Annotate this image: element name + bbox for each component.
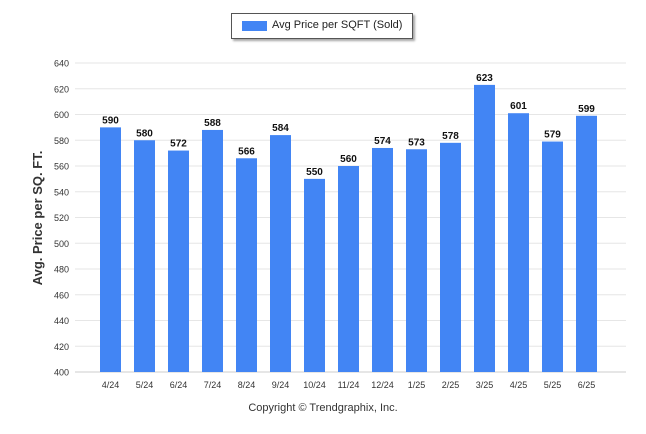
y-tick-label: 600 [54,110,69,120]
data-label: 590 [102,115,119,126]
y-tick-label: 640 [54,59,69,69]
x-tick-label: 1/25 [408,380,426,390]
data-label: 573 [408,137,425,148]
x-tick-label: 3/25 [476,380,494,390]
x-tick-label: 9/24 [272,380,290,390]
y-tick-label: 500 [54,239,69,249]
y-tick-label: 520 [54,213,69,223]
x-tick-label: 4/24 [102,380,120,390]
data-label: 588 [204,118,221,129]
data-label: 578 [442,131,459,142]
bar [270,135,291,372]
x-tick-label: 2/25 [442,380,460,390]
y-tick-label: 420 [54,342,69,352]
x-tick-label: 6/24 [170,380,188,390]
copyright-text: Copyright © Trendgraphix, Inc. [248,402,398,414]
data-label: 584 [272,123,289,134]
y-axis-label: Avg. Price per SQ. FT. [30,151,45,286]
y-tick-label: 540 [54,187,69,197]
bar [338,166,359,372]
bar [542,141,563,372]
legend-swatch [242,21,267,31]
data-label: 572 [170,139,187,150]
y-tick-label: 480 [54,265,69,275]
x-tick-label: 7/24 [204,380,222,390]
x-tick-label: 10/24 [303,380,326,390]
y-tick-label: 620 [54,84,69,94]
bars [100,84,597,373]
data-label: 623 [476,73,493,84]
data-label: 579 [544,130,561,141]
x-tick-label: 5/24 [136,380,154,390]
data-label: 574 [374,136,391,147]
y-tick-label: 560 [54,162,69,172]
y-tick-label: 460 [54,290,69,300]
bar [576,115,597,372]
bar [168,150,189,372]
data-label: 560 [340,154,357,165]
bar [236,158,257,372]
bar [372,147,393,372]
legend-label: Avg Price per SQFT (Sold) [272,19,403,31]
bar [508,113,529,373]
bar [440,142,461,372]
bar [304,178,325,372]
bar [474,84,495,372]
data-label: 566 [238,146,255,157]
data-label: 580 [136,128,153,139]
data-label: 601 [510,101,527,112]
data-label: 599 [578,104,595,115]
bar [100,127,121,372]
x-tick-label: 4/25 [510,380,528,390]
x-tick-label: 5/25 [544,380,562,390]
x-axis-ticks: 4/24 5/24 6/24 7/24 8/24 9/24 10/24 11/24 12/24 1… [102,380,596,390]
y-tick-label: 440 [54,316,69,326]
y-axis-ticks: 400 420 440 460 480 500 520 540 560 580 600 620 640 [54,59,69,378]
bar [406,149,427,372]
x-tick-label: 12/24 [371,380,394,390]
y-tick-label: 580 [54,136,69,146]
data-labels: 590 580 572 588 566 584 550 560 574 573 578 623 601 5… [102,73,595,178]
bar [134,140,155,372]
x-tick-label: 6/25 [578,380,596,390]
y-tick-label: 400 [54,368,69,378]
bar [202,129,223,372]
legend: Avg Price per SQFT (Sold) [231,13,413,39]
x-tick-label: 8/24 [238,380,256,390]
x-tick-label: 11/24 [338,380,360,390]
data-label: 550 [306,167,323,178]
